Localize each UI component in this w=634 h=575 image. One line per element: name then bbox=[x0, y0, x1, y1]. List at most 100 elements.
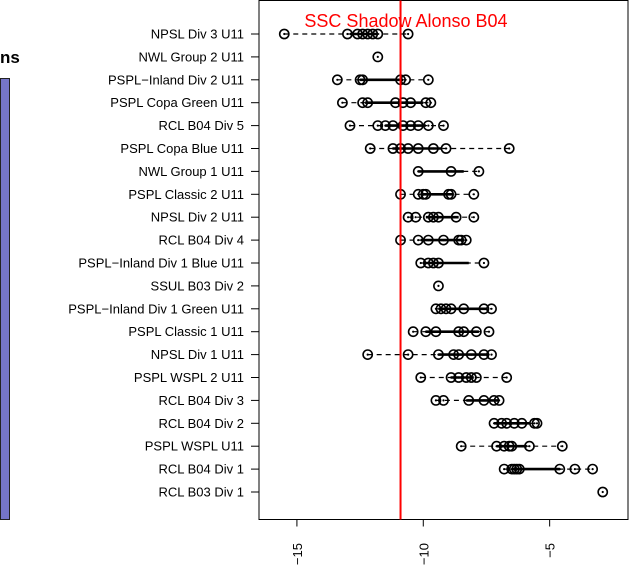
data-point-center bbox=[470, 353, 473, 356]
data-point bbox=[445, 165, 457, 177]
y-tick-label: NWL Group 2 U11 bbox=[139, 49, 245, 64]
data-point bbox=[407, 326, 419, 338]
data-point-center bbox=[601, 490, 604, 494]
data-point bbox=[458, 326, 470, 338]
data-point-center bbox=[492, 422, 496, 425]
data-point-center bbox=[449, 376, 453, 379]
data-point bbox=[470, 326, 482, 338]
data-point-center bbox=[419, 261, 422, 265]
data-point bbox=[445, 303, 457, 315]
data-point bbox=[412, 120, 424, 131]
data-point bbox=[513, 463, 525, 475]
data-point-center bbox=[520, 422, 523, 425]
reference-layer: SSC Shadow Alonso B04 bbox=[304, 0, 508, 520]
plot-frame bbox=[258, 0, 629, 520]
data-point-center bbox=[533, 422, 536, 425]
data-point bbox=[478, 394, 490, 406]
data-point-center bbox=[407, 32, 410, 36]
data-point bbox=[425, 97, 437, 109]
chart-marks bbox=[278, 28, 609, 498]
data-point bbox=[422, 120, 434, 131]
y-tick-label: PSPL Copa Blue U11 bbox=[120, 141, 244, 156]
data-point bbox=[278, 28, 290, 40]
data-point bbox=[463, 394, 475, 406]
y-tick-label: PSPL WSPL 2 U11 bbox=[134, 370, 244, 385]
data-point-center bbox=[490, 307, 493, 310]
data-point-center bbox=[409, 101, 412, 104]
data-point bbox=[483, 326, 495, 338]
data-point-center bbox=[336, 78, 339, 81]
y-tick-label: RCL B03 Div 1 bbox=[159, 485, 245, 500]
data-point-center bbox=[369, 147, 372, 150]
data-point bbox=[478, 257, 490, 269]
data-point bbox=[486, 303, 497, 315]
data-point bbox=[440, 143, 452, 154]
data-point bbox=[450, 211, 462, 223]
data-point-center bbox=[434, 399, 438, 402]
data-point-center bbox=[449, 170, 453, 173]
data-point bbox=[422, 234, 434, 246]
data-point-center bbox=[490, 353, 493, 356]
data-point bbox=[468, 211, 480, 223]
background-panel-fragment bbox=[0, 78, 10, 520]
data-point-center bbox=[422, 193, 425, 196]
data-point-center bbox=[376, 124, 379, 127]
x-axis: −15 −10 −5 bbox=[290, 519, 558, 565]
data-point bbox=[379, 120, 391, 131]
data-point-center bbox=[437, 284, 440, 287]
y-tick-label: NPSL Div 3 U11 bbox=[151, 27, 244, 42]
data-point bbox=[508, 417, 520, 429]
data-point bbox=[478, 349, 490, 360]
data-point-center bbox=[417, 170, 420, 173]
data-point bbox=[433, 280, 444, 292]
data-point-center bbox=[417, 147, 420, 150]
data-point-center bbox=[472, 193, 475, 196]
data-point-center bbox=[482, 261, 486, 265]
data-point bbox=[445, 372, 457, 383]
data-point-center bbox=[429, 101, 432, 104]
x-tick-label: −15 bbox=[290, 543, 305, 565]
data-point bbox=[405, 97, 417, 109]
data-point bbox=[556, 440, 568, 452]
data-point-center bbox=[424, 193, 427, 196]
data-point-center bbox=[477, 170, 480, 173]
data-point bbox=[531, 417, 543, 429]
data-point bbox=[430, 394, 442, 406]
data-point bbox=[372, 120, 384, 131]
data-point-center bbox=[561, 445, 564, 448]
y-tick-label: PSPL Classic 2 U11 bbox=[128, 187, 244, 202]
data-point-center bbox=[482, 353, 486, 356]
data-point bbox=[569, 463, 581, 475]
data-point-center bbox=[442, 399, 445, 402]
y-tick-label: RCL B04 Div 5 bbox=[159, 118, 245, 133]
data-point-center bbox=[455, 216, 458, 219]
data-point-center bbox=[414, 216, 417, 219]
data-point-center bbox=[437, 261, 440, 265]
data-point-center bbox=[503, 468, 506, 471]
y-tick-label: PSPL−Inland Div 2 U11 bbox=[108, 72, 244, 87]
data-point-center bbox=[487, 330, 491, 333]
data-point bbox=[415, 372, 427, 383]
data-point bbox=[438, 234, 449, 246]
data-point-center bbox=[475, 330, 478, 333]
data-point-center bbox=[419, 376, 422, 379]
data-point-center bbox=[444, 147, 448, 150]
data-point-center bbox=[510, 445, 513, 448]
data-point-center bbox=[472, 216, 475, 219]
data-point bbox=[503, 143, 515, 154]
data-point bbox=[422, 74, 434, 86]
data-point bbox=[331, 74, 343, 86]
data-point bbox=[364, 143, 376, 154]
data-point bbox=[445, 188, 457, 200]
data-point bbox=[362, 349, 374, 360]
data-point-center bbox=[498, 399, 501, 402]
y-tick-label: NPSL Div 2 U11 bbox=[151, 210, 244, 225]
y-tick-label: PSPL−Inland Div 1 Green U11 bbox=[68, 301, 244, 316]
data-point bbox=[433, 349, 444, 360]
data-point-center bbox=[407, 216, 410, 219]
data-point-center bbox=[457, 239, 460, 242]
data-point-center bbox=[457, 376, 460, 379]
data-point-center bbox=[475, 376, 478, 379]
data-point-center bbox=[366, 353, 369, 356]
